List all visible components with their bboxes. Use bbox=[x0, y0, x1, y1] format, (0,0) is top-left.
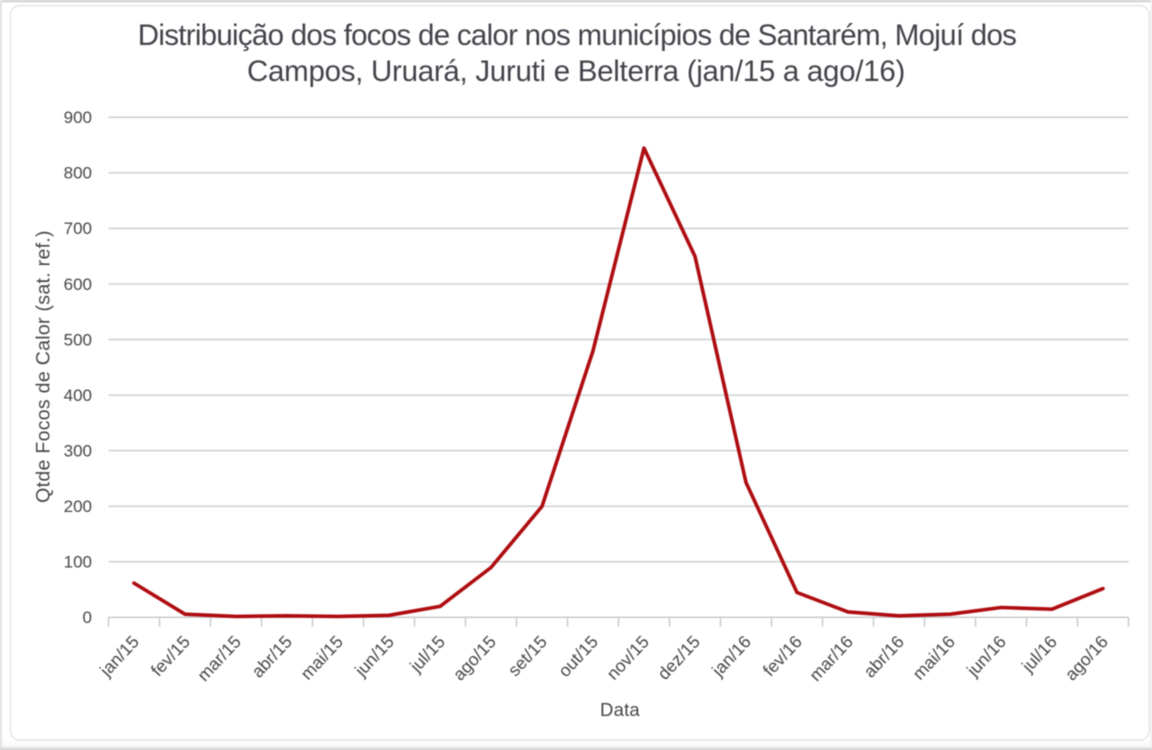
svg-text:900: 900 bbox=[64, 108, 92, 127]
svg-text:Data: Data bbox=[600, 699, 640, 720]
svg-text:500: 500 bbox=[64, 330, 92, 349]
svg-text:800: 800 bbox=[64, 164, 92, 183]
svg-text:200: 200 bbox=[64, 497, 92, 516]
svg-text:Campos, Uruará, Juruti e Belte: Campos, Uruará, Juruti e Belterra (jan/1… bbox=[247, 55, 905, 88]
svg-text:600: 600 bbox=[64, 275, 92, 294]
svg-text:Qtde Focos de Calor (sat. ref.: Qtde Focos de Calor (sat. ref.) bbox=[33, 230, 55, 503]
svg-text:100: 100 bbox=[64, 553, 92, 572]
svg-text:400: 400 bbox=[64, 386, 92, 405]
svg-text:300: 300 bbox=[64, 441, 92, 460]
svg-text:700: 700 bbox=[64, 219, 92, 238]
svg-text:Distribuição dos focos de calo: Distribuição dos focos de calor nos muni… bbox=[138, 19, 1016, 52]
svg-text:0: 0 bbox=[83, 608, 92, 627]
